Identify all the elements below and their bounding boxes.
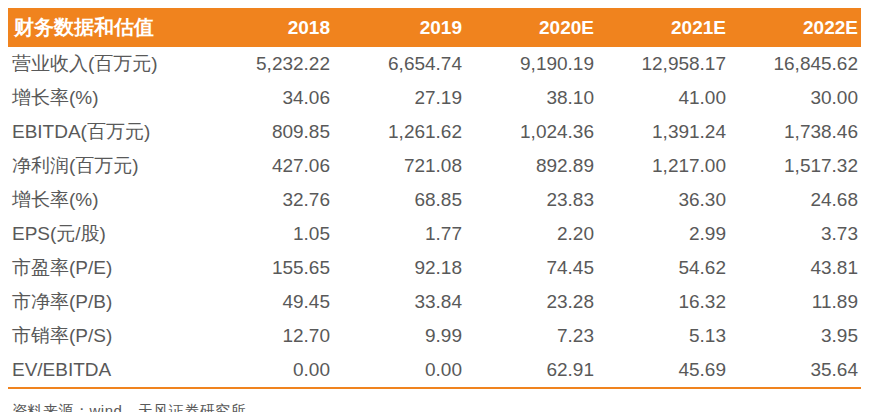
cell-value: 1.77 [333,217,465,251]
cell-value: 36.30 [597,183,729,217]
table-row: 增长率(%) 34.06 27.19 38.10 41.00 30.00 [8,81,861,115]
column-header-2018: 2018 [201,8,333,47]
cell-value: 6,654.74 [333,47,465,81]
cell-value: 16.32 [597,285,729,319]
cell-value: 1.05 [201,217,333,251]
cell-value: 2.99 [597,217,729,251]
row-label: 市销率(P/S) [8,319,201,353]
table-row: 营业收入(百万元) 5,232.22 6,654.74 9,190.19 12,… [8,47,861,81]
row-label: 增长率(%) [8,183,201,217]
cell-value: 1,738.46 [729,115,861,149]
row-label: 净利润(百万元) [8,149,201,183]
row-label: 营业收入(百万元) [8,47,201,81]
table-header-row: 财务数据和估值 2018 2019 2020E 2021E 2022E [8,8,861,47]
cell-value: 1,024.36 [465,115,597,149]
cell-value: 27.19 [333,81,465,115]
cell-value: 12.70 [201,319,333,353]
cell-value: 33.84 [333,285,465,319]
column-header-2022e: 2022E [729,8,861,47]
cell-value: 23.83 [465,183,597,217]
cell-value: 24.68 [729,183,861,217]
cell-value: 11.89 [729,285,861,319]
cell-value: 721.08 [333,149,465,183]
cell-value: 427.06 [201,149,333,183]
financial-table-page: 财务数据和估值 2018 2019 2020E 2021E 2022E 营业收入… [0,0,869,412]
cell-value: 5,232.22 [201,47,333,81]
cell-value: 68.85 [333,183,465,217]
cell-value: 34.06 [201,81,333,115]
cell-value: 155.65 [201,251,333,285]
cell-value: 9.99 [333,319,465,353]
cell-value: 12,958.17 [597,47,729,81]
cell-value: 30.00 [729,81,861,115]
cell-value: 41.00 [597,81,729,115]
cell-value: 9,190.19 [465,47,597,81]
table-header: 财务数据和估值 2018 2019 2020E 2021E 2022E [8,8,861,47]
cell-value: 35.64 [729,353,861,388]
cell-value: 5.13 [597,319,729,353]
column-header-2021e: 2021E [597,8,729,47]
cell-value: 0.00 [333,353,465,388]
row-label: EPS(元/股) [8,217,201,251]
row-label: EV/EBITDA [8,353,201,388]
cell-value: 32.76 [201,183,333,217]
cell-value: 892.89 [465,149,597,183]
row-label: 市净率(P/B) [8,285,201,319]
cell-value: 92.18 [333,251,465,285]
table-title: 财务数据和估值 [8,8,201,47]
cell-value: 1,261.62 [333,115,465,149]
cell-value: 3.95 [729,319,861,353]
table-row: EV/EBITDA 0.00 0.00 62.91 45.69 35.64 [8,353,861,388]
financial-data-table: 财务数据和估值 2018 2019 2020E 2021E 2022E 营业收入… [8,8,861,389]
column-header-2020e: 2020E [465,8,597,47]
cell-value: 1,517.32 [729,149,861,183]
cell-value: 23.28 [465,285,597,319]
table-row: EPS(元/股) 1.05 1.77 2.20 2.99 3.73 [8,217,861,251]
table-row: 市盈率(P/E) 155.65 92.18 74.45 54.62 43.81 [8,251,861,285]
table-row: 市净率(P/B) 49.45 33.84 23.28 16.32 11.89 [8,285,861,319]
cell-value: 16,845.62 [729,47,861,81]
row-label: EBITDA(百万元) [8,115,201,149]
cell-value: 43.81 [729,251,861,285]
table-body: 营业收入(百万元) 5,232.22 6,654.74 9,190.19 12,… [8,47,861,388]
cell-value: 7.23 [465,319,597,353]
cell-value: 1,217.00 [597,149,729,183]
table-row: 净利润(百万元) 427.06 721.08 892.89 1,217.00 1… [8,149,861,183]
column-header-2019: 2019 [333,8,465,47]
cell-value: 0.00 [201,353,333,388]
cell-value: 809.85 [201,115,333,149]
table-row: 市销率(P/S) 12.70 9.99 7.23 5.13 3.95 [8,319,861,353]
cell-value: 2.20 [465,217,597,251]
table-row: EBITDA(百万元) 809.85 1,261.62 1,024.36 1,3… [8,115,861,149]
cell-value: 74.45 [465,251,597,285]
row-label: 增长率(%) [8,81,201,115]
cell-value: 1,391.24 [597,115,729,149]
cell-value: 62.91 [465,353,597,388]
cell-value: 54.62 [597,251,729,285]
cell-value: 38.10 [465,81,597,115]
cell-value: 49.45 [201,285,333,319]
cell-value: 45.69 [597,353,729,388]
table-row: 增长率(%) 32.76 68.85 23.83 36.30 24.68 [8,183,861,217]
source-note: 资料来源：wind，天风证券研究所 [8,402,861,412]
cell-value: 3.73 [729,217,861,251]
row-label: 市盈率(P/E) [8,251,201,285]
